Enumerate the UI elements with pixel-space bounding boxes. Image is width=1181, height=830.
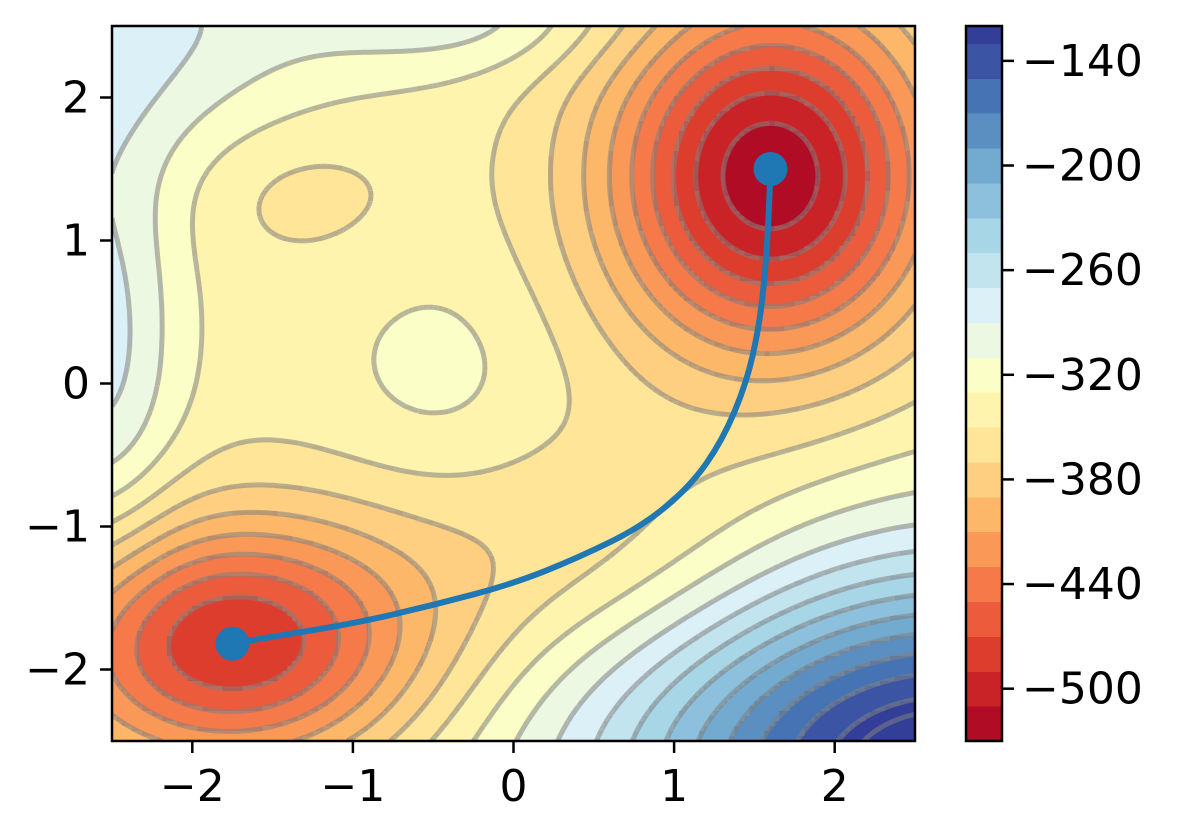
x-axis: −2 −1 0 1 2 bbox=[160, 741, 849, 812]
x-tick-label: −2 bbox=[160, 761, 225, 812]
x-tick-label: −1 bbox=[320, 761, 385, 812]
y-tick-label: −2 bbox=[25, 645, 90, 696]
colorbar: −140 −200 −260 −320 −380 −440 −500 bbox=[966, 26, 1143, 742]
minimum-point-2 bbox=[215, 627, 249, 661]
minimum-point-1 bbox=[753, 152, 787, 186]
colorbar-band bbox=[966, 26, 1002, 44]
colorbar-tick-label: −320 bbox=[1022, 350, 1143, 401]
colorbar-tick-label: −500 bbox=[1022, 664, 1143, 715]
y-tick-label: 0 bbox=[62, 359, 90, 410]
x-tick-label: 0 bbox=[500, 761, 528, 812]
colorbar-band bbox=[966, 497, 1002, 532]
y-tick-label: 2 bbox=[62, 73, 90, 124]
x-tick-label: 1 bbox=[660, 761, 688, 812]
colorbar-tick-label: −260 bbox=[1022, 245, 1143, 296]
colorbar-band bbox=[966, 671, 1002, 706]
colorbar-band bbox=[966, 601, 1002, 636]
y-tick-label: −1 bbox=[25, 502, 90, 553]
colorbar-band bbox=[966, 322, 1002, 357]
colorbar-band bbox=[966, 218, 1002, 253]
colorbar-band bbox=[966, 532, 1002, 567]
y-tick-label: 1 bbox=[62, 216, 90, 267]
colorbar-band bbox=[966, 148, 1002, 183]
colorbar-band bbox=[966, 462, 1002, 497]
colorbar-band bbox=[966, 183, 1002, 218]
colorbar-band bbox=[966, 427, 1002, 462]
colorbar-band bbox=[966, 78, 1002, 113]
colorbar-band bbox=[966, 43, 1002, 78]
colorbar-tick-label: −440 bbox=[1022, 559, 1143, 610]
colorbar-tick-label: −200 bbox=[1022, 141, 1143, 192]
plot-area bbox=[112, 26, 916, 742]
colorbar-band bbox=[966, 113, 1002, 148]
colorbar-band bbox=[966, 567, 1002, 602]
colorbar-tick-label: −380 bbox=[1022, 454, 1143, 505]
colorbar-tick-label: −140 bbox=[1022, 36, 1143, 87]
x-tick-label: 2 bbox=[821, 761, 849, 812]
colorbar-band bbox=[966, 357, 1002, 392]
colorbar-band bbox=[966, 706, 1002, 741]
colorbar-band bbox=[966, 253, 1002, 288]
colorbar-band bbox=[966, 636, 1002, 671]
colorbar-band bbox=[966, 392, 1002, 427]
colorbar-band bbox=[966, 288, 1002, 323]
y-axis: −2 −1 0 1 2 bbox=[25, 73, 112, 696]
